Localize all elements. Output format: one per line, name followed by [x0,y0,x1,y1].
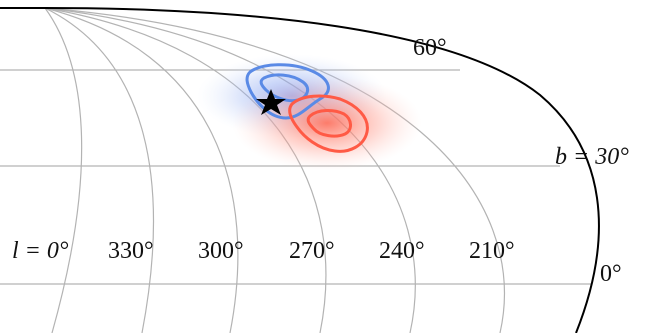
lat-label-0: 0° [600,261,622,287]
lon-label-270: 270° [289,238,335,264]
lon-label-330: 330° [108,238,154,264]
lon-label-0: l = 0° [12,238,69,264]
longitude-line-300 [44,8,155,333]
longitude-line-330 [44,8,83,333]
blue-contour-outer [245,63,330,120]
source-star-marker [256,89,286,115]
red-contour-inner [306,109,352,138]
graticule [0,8,599,333]
longitude-line-180 [44,8,505,333]
contour-lines [245,63,369,153]
lon-label-240: 240° [379,238,425,264]
sky-boundary [0,7,600,333]
lat-label-30: b = 30° [555,144,629,170]
lat-label-60: 60° [413,35,447,61]
longitude-line-270 [44,8,239,333]
red-contour-outer [288,94,369,153]
lon-label-300: 300° [198,238,244,264]
lon-label-210: 210° [469,238,515,264]
